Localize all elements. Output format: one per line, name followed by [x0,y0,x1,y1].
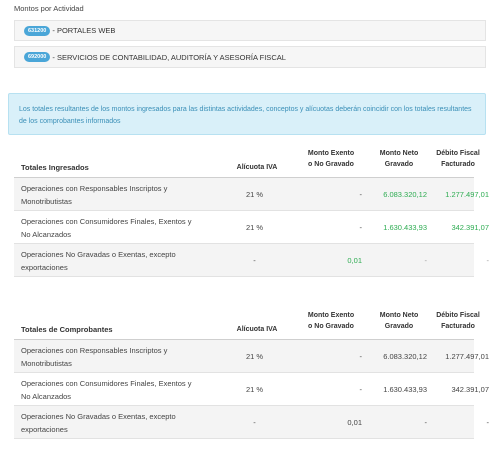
row-neto: 1.630.433,93 [383,385,427,394]
row-exento: - [359,223,363,232]
row-neto: - [424,418,428,427]
table-row: Operaciones No Gravadas o Exentas, excep… [14,244,489,277]
table-row: Operaciones con Consumidores Finales, Ex… [14,373,489,406]
row-debito: - [486,256,490,265]
row-neto: 1.630.433,93 [383,223,427,232]
activity-item[interactable]: 692000 - SERVICIOS DE CONTABILIDAD, AUDI… [14,46,486,68]
row-concept: Operaciones No Gravadas o Exentas, excep… [21,412,176,434]
header-debito: Débito Fiscal Facturado [436,150,480,168]
row-exento: 0,01 [347,256,362,265]
row-neto: 6.083.320,12 [383,352,427,361]
header-neto: Monto Neto Gravado [379,150,419,168]
table-row: Operaciones con Responsables Inscriptos … [14,178,489,211]
row-debito: - [486,418,490,427]
activity-label: - SERVICIOS DE CONTABILIDAD, AUDITORÍA Y… [52,52,286,62]
info-alert: Los totales resultantes de los montos in… [8,93,486,135]
totales-ingresados-table: Totales Ingresados Alícuota IVA Monto Ex… [14,148,489,277]
header-debito: Débito Fiscal Facturado [436,312,480,330]
row-concept: Operaciones con Consumidores Finales, Ex… [21,379,192,401]
header-neto: Monto Neto Gravado [379,312,419,330]
activity-label: - PORTALES WEB [52,26,116,35]
row-aliquota: 21 % [245,385,264,394]
row-neto: 6.083.320,12 [383,190,427,199]
table-title: Totales de Comprobantes [21,325,113,334]
row-exento: - [359,190,363,199]
table-title: Totales Ingresados [21,163,89,172]
activity-item[interactable]: 631200 - PORTALES WEB [14,20,486,41]
row-debito: 342.391,07 [451,385,489,394]
row-debito: 1.277.497,01 [445,352,489,361]
info-alert-text: Los totales resultantes de los montos in… [19,106,472,125]
activity-code-badge: 692000 [24,52,51,62]
row-concept: Operaciones con Responsables Inscriptos … [21,184,168,206]
row-aliquota: 21 % [245,223,264,232]
table-header: Totales Ingresados Alícuota IVA Monto Ex… [14,148,480,178]
row-debito: 342.391,07 [451,223,489,232]
table-row: Operaciones con Responsables Inscriptos … [14,340,489,373]
row-exento: 0,01 [347,418,362,427]
header-alicuota: Alícuota IVA [236,164,278,171]
row-debito: 1.277.497,01 [445,190,489,199]
table-header: Totales de Comprobantes Alícuota IVA Mon… [14,310,480,340]
section-title: Montos por Actividad [14,4,84,13]
row-exento: - [359,385,363,394]
row-concept: Operaciones No Gravadas o Exentas, excep… [21,250,176,272]
row-aliquota: 21 % [245,352,264,361]
row-aliquota: - [253,256,256,265]
table-row: Operaciones No Gravadas o Exentas, excep… [14,406,489,439]
table-row: Operaciones con Consumidores Finales, Ex… [14,211,489,244]
row-neto: - [424,256,428,265]
header-alicuota: Alícuota IVA [236,326,278,333]
row-concept: Operaciones con Consumidores Finales, Ex… [21,217,192,239]
row-aliquota: 21 % [245,190,264,199]
header-exento: Monto Exento o No Gravado [307,312,355,330]
row-exento: - [359,352,363,361]
row-aliquota: - [253,418,256,427]
totales-comprobantes-table: Totales de Comprobantes Alícuota IVA Mon… [14,310,489,439]
header-exento: Monto Exento o No Gravado [307,150,355,168]
row-concept: Operaciones con Responsables Inscriptos … [21,346,168,368]
activity-code-badge: 631200 [24,25,51,36]
